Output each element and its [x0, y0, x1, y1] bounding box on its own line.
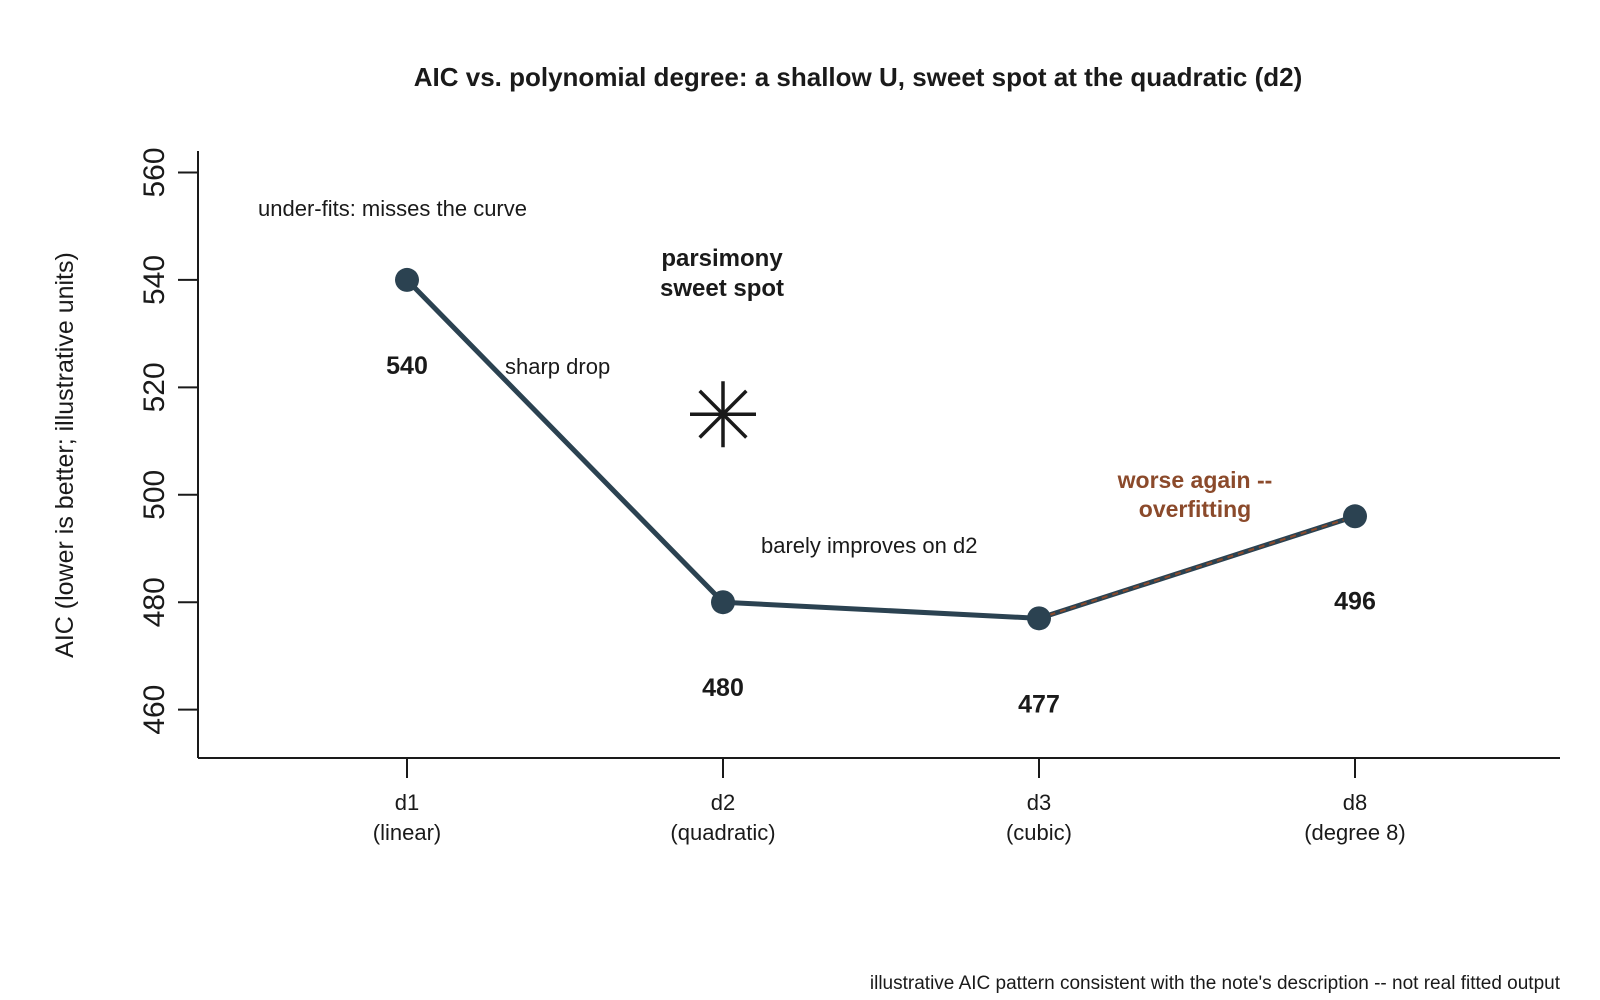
x-tick-label: d1 [395, 790, 419, 815]
y-ticks: 460 480 500 520 540 560 [138, 147, 198, 735]
data-labels: 540 480 477 496 [386, 352, 1376, 718]
chart-title: AIC vs. polynomial degree: a shallow U, … [414, 62, 1303, 92]
x-tick-sublabel: (quadratic) [670, 820, 775, 845]
series-lines [404, 277, 1358, 621]
y-tick-label: 480 [138, 577, 171, 627]
y-tick-label: 540 [138, 255, 171, 305]
footnote: illustrative AIC pattern consistent with… [870, 973, 1561, 994]
data-label: 480 [702, 674, 744, 702]
annotation-sharp-drop: sharp drop [505, 354, 610, 379]
annotation-worse-line1: worse again -- [1117, 467, 1273, 493]
y-tick-label: 520 [138, 362, 171, 412]
overfit-segment-accent [1038, 515, 1356, 620]
series-line-segment [720, 599, 1042, 621]
data-point [1343, 504, 1367, 529]
data-label: 540 [386, 352, 428, 380]
sweet-spot-asterisk-icon [690, 381, 756, 448]
series-line-segment [404, 277, 726, 605]
y-tick-label: 560 [138, 147, 171, 197]
data-point [395, 267, 419, 292]
data-point [1027, 606, 1051, 631]
x-tick-label: d3 [1027, 790, 1051, 815]
x-tick-sublabel: (linear) [373, 820, 441, 845]
x-ticks: d1 (linear) d2 (quadratic) d3 (cubic) d8 (degre… [373, 758, 1406, 845]
x-tick-label: d2 [711, 790, 735, 815]
annotation-barely-improves: barely improves on d2 [761, 533, 977, 558]
x-tick-sublabel: (cubic) [1006, 820, 1072, 845]
y-tick-label: 460 [138, 685, 171, 735]
data-point [711, 590, 735, 615]
annotation-underfit: under-fits: misses the curve [258, 196, 527, 221]
annotation-worse-line2: overfitting [1139, 496, 1251, 522]
y-axis-label: AIC (lower is better; illustrative units… [51, 252, 79, 658]
y-tick-label: 500 [138, 470, 171, 520]
x-tick-label: d8 [1343, 790, 1367, 815]
data-label: 496 [1334, 587, 1376, 615]
x-tick-sublabel: (degree 8) [1304, 820, 1406, 845]
data-label: 477 [1018, 690, 1060, 718]
annotation-sweet-spot-line1: parsimony [661, 245, 783, 272]
asterisk-stroke [698, 389, 748, 439]
series-points [395, 267, 1367, 631]
annotation-sweet-spot-line2: sweet spot [660, 275, 784, 302]
